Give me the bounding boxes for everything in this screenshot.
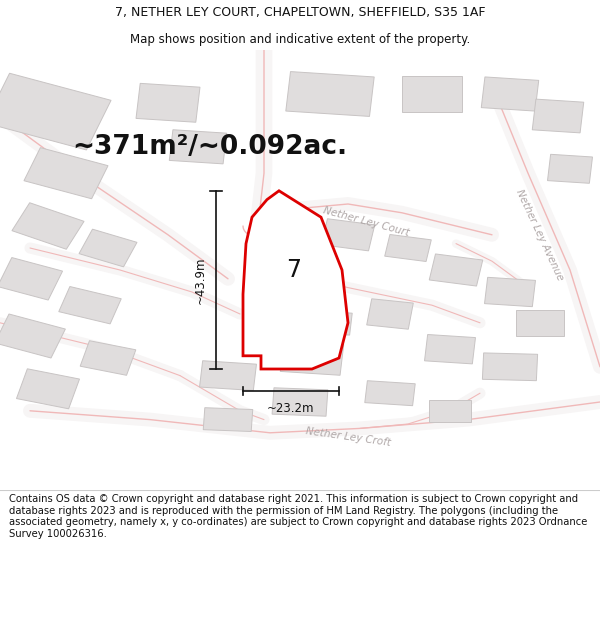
Text: 7: 7 <box>287 258 302 282</box>
Polygon shape <box>243 191 348 369</box>
Polygon shape <box>485 278 535 307</box>
Text: Nether Ley Croft: Nether Ley Croft <box>305 426 391 448</box>
Polygon shape <box>203 408 253 431</box>
Text: ~43.9m: ~43.9m <box>194 256 207 304</box>
Text: 7, NETHER LEY COURT, CHAPELTOWN, SHEFFIELD, S35 1AF: 7, NETHER LEY COURT, CHAPELTOWN, SHEFFIE… <box>115 6 485 19</box>
Text: Nether Ley Avenue: Nether Ley Avenue <box>514 188 566 282</box>
Polygon shape <box>308 311 352 335</box>
Polygon shape <box>136 83 200 122</box>
Polygon shape <box>12 202 84 249</box>
Polygon shape <box>272 388 328 416</box>
Polygon shape <box>532 99 584 133</box>
Polygon shape <box>0 73 111 150</box>
Polygon shape <box>321 219 375 251</box>
Text: ~371m²/~0.092ac.: ~371m²/~0.092ac. <box>73 134 347 160</box>
Polygon shape <box>24 148 108 199</box>
Polygon shape <box>516 309 564 336</box>
Polygon shape <box>385 234 431 261</box>
Text: Contains OS data © Crown copyright and database right 2021. This information is : Contains OS data © Crown copyright and d… <box>9 494 587 539</box>
Text: Map shows position and indicative extent of the property.: Map shows position and indicative extent… <box>130 34 470 46</box>
Polygon shape <box>402 76 462 112</box>
Polygon shape <box>16 369 80 409</box>
Polygon shape <box>169 130 227 164</box>
Polygon shape <box>0 314 65 358</box>
Polygon shape <box>79 229 137 267</box>
Text: Nether Ley Court: Nether Ley Court <box>322 205 410 238</box>
Text: ~23.2m: ~23.2m <box>267 402 315 415</box>
Polygon shape <box>482 353 538 381</box>
Polygon shape <box>481 77 539 111</box>
Polygon shape <box>80 341 136 375</box>
Polygon shape <box>59 286 121 324</box>
Polygon shape <box>429 400 471 422</box>
Polygon shape <box>0 258 62 300</box>
Polygon shape <box>286 72 374 116</box>
Polygon shape <box>200 361 256 391</box>
Polygon shape <box>425 334 475 364</box>
Polygon shape <box>548 154 592 183</box>
Polygon shape <box>365 381 415 406</box>
Polygon shape <box>280 341 344 375</box>
Polygon shape <box>367 299 413 329</box>
Polygon shape <box>429 254 483 286</box>
